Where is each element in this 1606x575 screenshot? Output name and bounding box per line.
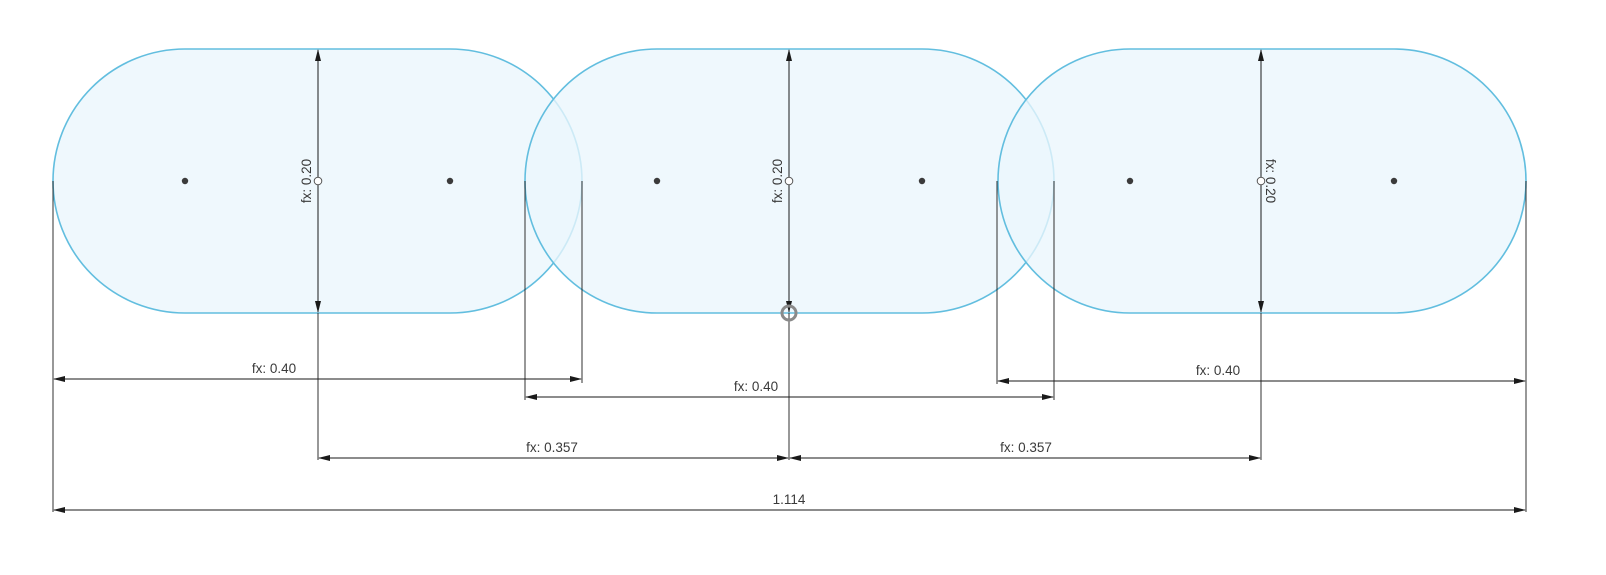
arrowhead — [789, 455, 801, 461]
arrowhead — [318, 455, 330, 461]
overall-dimension-text[interactable]: 1.114 — [773, 492, 806, 507]
width-dimension-text-2[interactable]: fx: 0.40 — [734, 379, 778, 394]
midpoint-marker[interactable] — [1256, 176, 1266, 186]
arrowhead — [315, 49, 321, 61]
height-dimension-text-1[interactable]: fx: 0.20 — [299, 159, 314, 203]
arrowhead — [570, 376, 582, 382]
midpoint-marker[interactable] — [313, 176, 323, 186]
arrowhead — [1258, 49, 1264, 61]
center-point[interactable] — [181, 177, 189, 185]
center-point[interactable] — [653, 177, 661, 185]
arrowhead — [53, 507, 65, 513]
arrowhead — [1042, 394, 1054, 400]
center-point[interactable] — [1390, 177, 1398, 185]
snap-point-indicator[interactable] — [780, 304, 798, 322]
spacing-dimension-text-right[interactable]: fx: 0.357 — [1000, 440, 1052, 455]
arrowhead — [1514, 507, 1526, 513]
arrowhead — [1258, 301, 1264, 313]
arrowhead — [1249, 455, 1261, 461]
arrowhead — [53, 376, 65, 382]
arrowhead — [777, 455, 789, 461]
height-dimension-text-3[interactable]: fx: 0.20 — [1263, 159, 1278, 203]
center-point[interactable] — [446, 177, 454, 185]
arrowhead — [786, 49, 792, 61]
arrowhead — [997, 378, 1009, 384]
height-dimension-text-2[interactable]: fx: 0.20 — [770, 159, 785, 203]
midpoint-marker[interactable] — [784, 176, 794, 186]
spacing-dimension-text-left[interactable]: fx: 0.357 — [526, 440, 578, 455]
width-dimension-text-1[interactable]: fx: 0.40 — [252, 361, 296, 376]
center-point[interactable] — [918, 177, 926, 185]
arrowhead — [525, 394, 537, 400]
arrowhead — [1514, 378, 1526, 384]
width-dimension-text-3[interactable]: fx: 0.40 — [1196, 363, 1240, 378]
arrowhead — [315, 301, 321, 313]
center-point[interactable] — [1126, 177, 1134, 185]
